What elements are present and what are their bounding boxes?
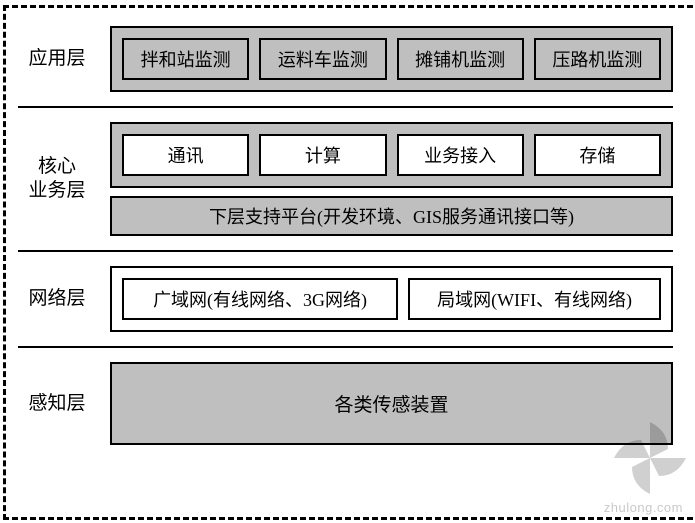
core-item-comm: 通讯 <box>122 134 249 176</box>
layer-core: 核心 业务层 通讯 计算 业务接入 存储 下层支持平台(开发环境、GIS服务通讯… <box>18 122 673 236</box>
layer-application: 应用层 拌和站监测 运料车监测 摊铺机监测 压路机监测 <box>18 26 673 92</box>
sensing-box: 各类传感装置 <box>110 362 673 445</box>
app-item-paver: 摊铺机监测 <box>397 38 524 80</box>
core-item-compute: 计算 <box>259 134 386 176</box>
layer-label-network: 网络层 <box>18 287 96 311</box>
core-support-bar: 下层支持平台(开发环境、GIS服务通讯接口等) <box>110 196 673 236</box>
divider-1 <box>18 106 673 108</box>
app-item-transport: 运料车监测 <box>259 38 386 80</box>
layer-content-application: 拌和站监测 运料车监测 摊铺机监测 压路机监测 <box>110 26 673 92</box>
divider-3 <box>18 346 673 348</box>
layer-label-sensing: 感知层 <box>18 392 96 416</box>
divider-2 <box>18 250 673 252</box>
network-item-wan: 广域网(有线网络、3G网络) <box>122 278 398 320</box>
core-item-access: 业务接入 <box>397 134 524 176</box>
core-box: 通讯 计算 业务接入 存储 <box>110 122 673 188</box>
app-item-mixing: 拌和站监测 <box>122 38 249 80</box>
network-item-lan: 局域网(WIFI、有线网络) <box>408 278 661 320</box>
layer-label-core: 核心 业务层 <box>18 155 96 203</box>
layer-content-core: 通讯 计算 业务接入 存储 下层支持平台(开发环境、GIS服务通讯接口等) <box>110 122 673 236</box>
layer-content-sensing: 各类传感装置 <box>110 362 673 445</box>
core-item-storage: 存储 <box>534 134 661 176</box>
app-item-roller: 压路机监测 <box>534 38 661 80</box>
network-box: 广域网(有线网络、3G网络) 局域网(WIFI、有线网络) <box>110 266 673 332</box>
layer-sensing: 感知层 各类传感装置 <box>18 362 673 445</box>
architecture-frame: 应用层 拌和站监测 运料车监测 摊铺机监测 压路机监测 核心 业务层 通讯 计算… <box>3 5 693 520</box>
layer-network: 网络层 广域网(有线网络、3G网络) 局域网(WIFI、有线网络) <box>18 266 673 332</box>
layer-label-application: 应用层 <box>18 47 96 71</box>
layer-content-network: 广域网(有线网络、3G网络) 局域网(WIFI、有线网络) <box>110 266 673 332</box>
application-box: 拌和站监测 运料车监测 摊铺机监测 压路机监测 <box>110 26 673 92</box>
